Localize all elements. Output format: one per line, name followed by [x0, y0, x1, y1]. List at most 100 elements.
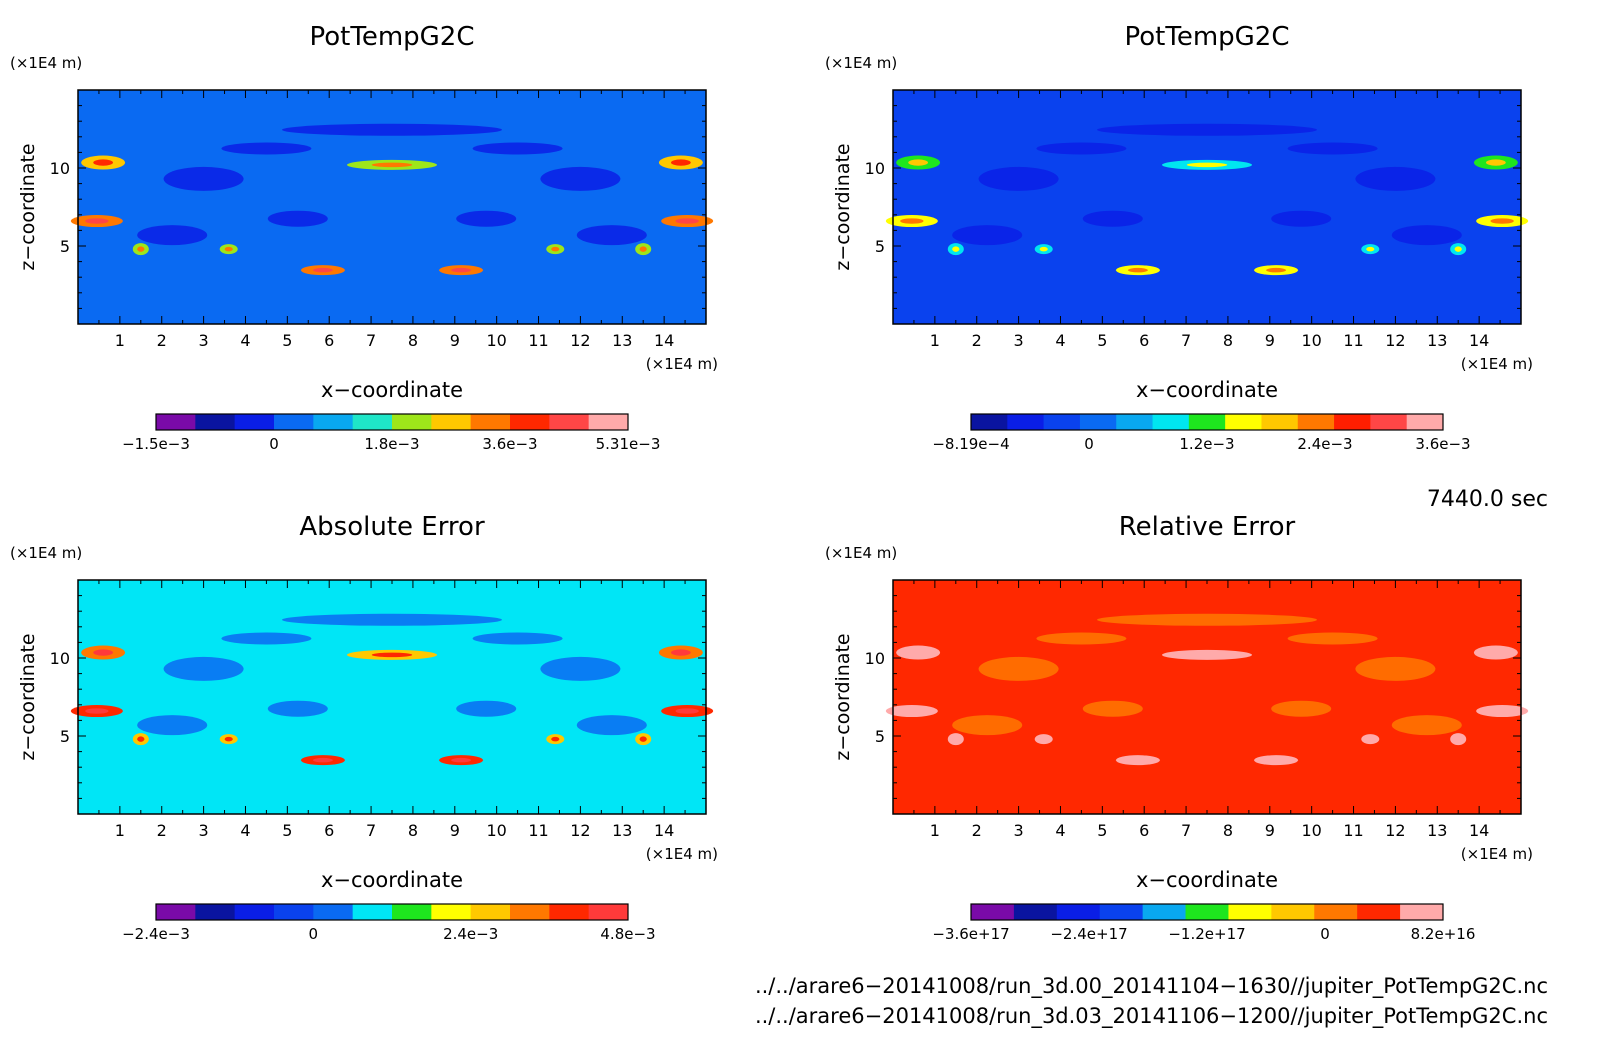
colorbar-swatch	[1056, 904, 1101, 920]
x-tick-label: 5	[282, 331, 292, 350]
contour-peak	[451, 267, 471, 273]
contour-region	[576, 715, 647, 736]
x-tick-label: 2	[972, 821, 982, 840]
contour-peak	[551, 736, 560, 742]
contour-region	[456, 700, 517, 717]
contour-region	[978, 166, 1059, 191]
contour-peak	[639, 736, 647, 742]
x-tick-label: 5	[1097, 331, 1107, 350]
contour-peak	[1454, 736, 1462, 742]
colorbar-swatch	[431, 414, 472, 430]
x-tick-label: 7	[366, 821, 376, 840]
x-tick-label: 1	[930, 821, 940, 840]
colorbar-label: −1.2e+17	[1168, 925, 1245, 943]
contour-region	[267, 210, 328, 227]
panel-abs-err: Absolute Error(×1E4 m)1 2 3 4 5 6 7 8 9 10 11 12 13 1…	[10, 512, 718, 943]
colorbar-swatch	[1297, 414, 1335, 430]
contour-peak	[639, 246, 647, 252]
colorbar-label: 2.4e−3	[443, 925, 498, 943]
panel-title: PotTempG2C	[310, 22, 475, 52]
contour-peak	[224, 246, 233, 252]
colorbar-label: 0	[309, 925, 319, 943]
contour-peak	[1490, 708, 1514, 714]
x-tick-label: 11	[1343, 331, 1363, 350]
contour-peak	[1186, 162, 1228, 168]
x-tick-label: 2	[972, 331, 982, 350]
colorbar-frame	[155, 903, 629, 921]
contour-peak	[1039, 246, 1048, 252]
x-unit-label: (×1E4 m)	[1461, 355, 1533, 373]
colorbar-swatch	[274, 904, 314, 920]
panel-title: Absolute Error	[299, 512, 485, 542]
colorbar-swatch	[1370, 414, 1408, 430]
contour-peak	[85, 218, 109, 224]
contour-region	[282, 613, 502, 626]
contour-peak	[1266, 267, 1286, 273]
contour-peak	[1128, 267, 1148, 273]
x-tick-label: 11	[528, 821, 548, 840]
x-tick-label: 10	[1301, 821, 1321, 840]
colorbar-swatch	[1261, 414, 1299, 430]
contour-peak	[908, 159, 929, 166]
x-tick-label: 14	[654, 331, 674, 350]
colorbar-swatch	[392, 414, 432, 430]
colorbar-swatch	[1185, 904, 1229, 920]
contour-peak	[137, 246, 145, 252]
contour-region	[1287, 632, 1378, 645]
x-tick-label: 4	[1055, 821, 1065, 840]
colorbar-swatch	[1188, 414, 1226, 430]
y-axis-label: z−coordinate	[832, 633, 854, 760]
colorbar-swatch	[1142, 904, 1187, 920]
x-tick-label: 1	[115, 331, 125, 350]
contour-region	[1355, 166, 1436, 191]
colorbar-swatch	[431, 904, 472, 920]
colorbar-swatch	[588, 414, 629, 430]
x-tick-label: 9	[450, 331, 460, 350]
colorbar-swatch	[1228, 904, 1272, 920]
x-tick-label: 6	[1139, 821, 1149, 840]
contour-peak	[1485, 649, 1506, 656]
contour-peak	[371, 652, 413, 658]
colorbar-label: −3.6e+17	[932, 925, 1009, 943]
colorbar-swatch	[234, 904, 275, 920]
x-tick-label: 13	[612, 821, 632, 840]
colorbar-swatch	[156, 904, 196, 920]
colorbar-swatch	[549, 414, 590, 430]
contour-peak	[670, 159, 691, 166]
contour-peak	[1128, 757, 1148, 763]
contour-region	[472, 632, 563, 645]
x-tick-label: 1	[115, 821, 125, 840]
colorbar-swatch	[1116, 414, 1154, 430]
colorbar-swatch	[234, 414, 275, 430]
contour-region	[1391, 225, 1462, 246]
contour-region	[163, 656, 244, 681]
x-tick-label: 12	[1385, 821, 1405, 840]
colorbar-swatch	[352, 904, 393, 920]
contour-region	[1082, 210, 1143, 227]
contour-region	[456, 210, 517, 227]
x-unit-label: (×1E4 m)	[1461, 845, 1533, 863]
colorbar-swatch	[1271, 904, 1315, 920]
contour-region	[1097, 613, 1317, 626]
x-tick-label: 2	[157, 331, 167, 350]
x-axis-label: x−coordinate	[321, 378, 463, 402]
y-tick-label: 5	[875, 727, 885, 746]
y-tick-label: 10	[50, 649, 70, 668]
contour-region	[1036, 632, 1127, 645]
y-unit-label: (×1E4 m)	[825, 54, 897, 72]
colorbar-swatch	[392, 904, 432, 920]
contour-region	[282, 123, 502, 136]
x-tick-label: 9	[1265, 331, 1275, 350]
contour-region	[1271, 210, 1332, 227]
x-tick-label: 6	[324, 331, 334, 350]
colorbar-swatch	[1400, 904, 1444, 920]
x-tick-label: 8	[1223, 821, 1233, 840]
colorbar-swatch	[588, 904, 629, 920]
x-tick-label: 6	[1139, 331, 1149, 350]
y-unit-label: (×1E4 m)	[10, 54, 82, 72]
x-axis-label: x−coordinate	[1136, 868, 1278, 892]
x-tick-label: 11	[528, 331, 548, 350]
colorbar-label: −1.5e−3	[122, 435, 190, 453]
colorbar-swatch	[971, 904, 1015, 920]
